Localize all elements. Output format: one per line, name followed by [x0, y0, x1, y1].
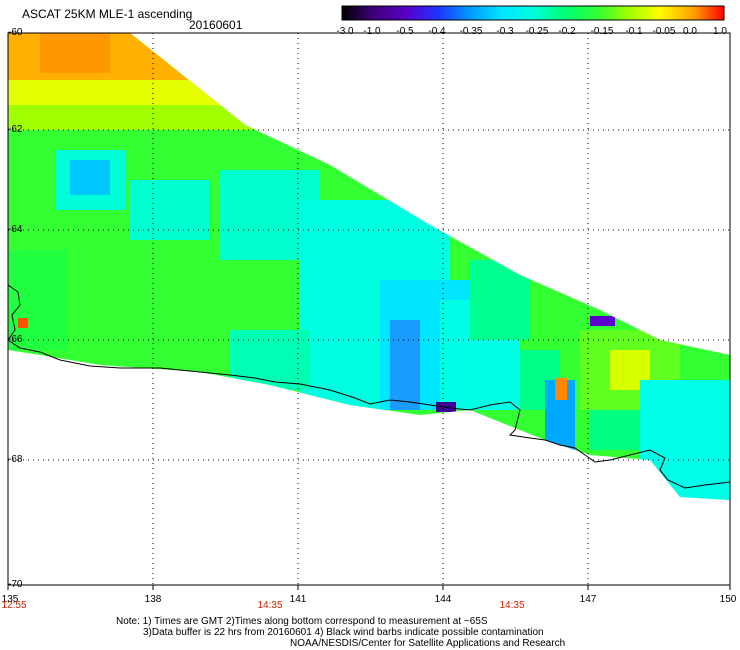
- wind-swath: [8, 33, 730, 500]
- colorbar-label: -0.35: [459, 26, 483, 37]
- colorbar-label: -0.3: [496, 26, 514, 37]
- lon-label: 141: [289, 594, 307, 605]
- lon-label: 138: [144, 594, 162, 605]
- note-line-2: 3)Data buffer is 22 hrs from 20160601 4)…: [143, 627, 544, 638]
- lon-label: 135: [1, 594, 19, 605]
- colorbar-label: -1.0: [363, 26, 381, 37]
- colorbar-label: -0.05: [652, 26, 676, 37]
- colorbar-label: -0.25: [525, 26, 549, 37]
- x-ticks: [7, 585, 731, 590]
- time-label: 14:35: [499, 600, 525, 611]
- colorbar-label: -3.0: [336, 26, 354, 37]
- colorbar-label: 0.0: [683, 26, 697, 37]
- colorbar-label: 1.0: [713, 26, 727, 37]
- time-label: 12:55: [1, 600, 27, 611]
- map-frame: [7, 32, 731, 586]
- note-line-3: NOAA/NESDIS/Center for Satellite Applica…: [290, 638, 566, 649]
- lon-label: 144: [434, 594, 452, 605]
- map-date: 20160601: [189, 18, 243, 32]
- lon-label: 147: [579, 594, 597, 605]
- colorbar-label: -0.15: [590, 26, 614, 37]
- lat-label: -64: [8, 224, 23, 235]
- lat-label: -70: [8, 579, 23, 590]
- lat-label: -68: [8, 454, 23, 465]
- colorbar-label: -0.5: [396, 26, 414, 37]
- lat-label: -62: [8, 124, 23, 135]
- time-label: 14:35: [257, 600, 283, 611]
- colorbar-label: -0.1: [625, 26, 643, 37]
- coastline: [7, 284, 731, 489]
- lat-label: -60: [8, 27, 23, 38]
- lat-label: -66: [8, 334, 23, 345]
- colorbar-gradient: [341, 5, 725, 21]
- map-title: ASCAT 25KM MLE-1 ascending: [22, 7, 193, 21]
- colorbar-label: -0.4: [428, 26, 446, 37]
- colorbar-label: -0.2: [558, 26, 576, 37]
- graticule: [8, 33, 730, 585]
- note-line-1: Note: 1) Times are GMT 2)Times along bot…: [116, 616, 488, 627]
- lon-label: 150: [719, 594, 737, 605]
